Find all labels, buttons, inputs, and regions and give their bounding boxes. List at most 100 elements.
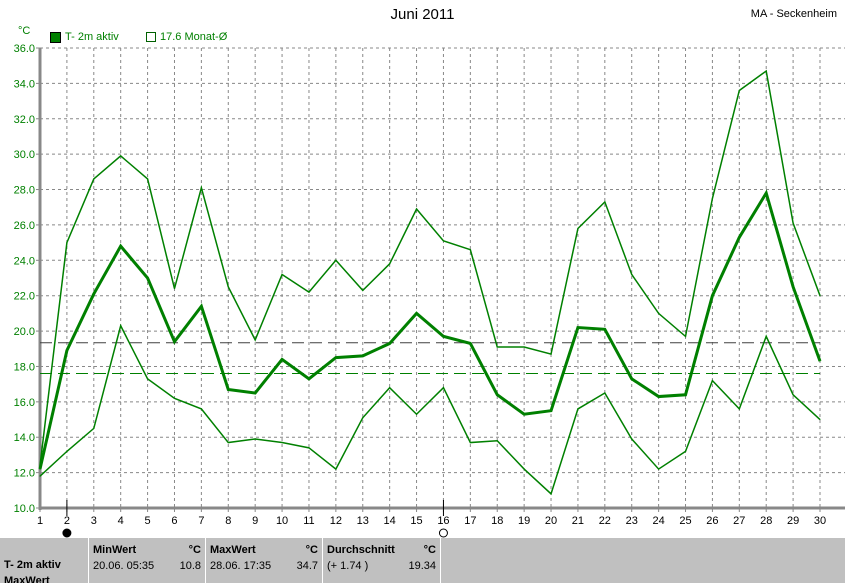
data-point-mean (604, 328, 606, 330)
station-name: MA - Seckenheim (750, 8, 837, 20)
new-moon-icon (62, 528, 72, 538)
avg-header: Durchschnitt (327, 544, 395, 556)
data-point-min (254, 438, 256, 440)
data-point-mean (147, 277, 149, 279)
series-line-mean (38, 189, 822, 470)
y-tick-label: 26.0 (14, 220, 35, 232)
x-tick-label: 9 (252, 515, 258, 527)
x-tick-label: 6 (171, 515, 177, 527)
data-point-max (819, 295, 821, 297)
data-point-mean (711, 295, 713, 297)
data-point-mean (416, 312, 418, 314)
data-point-max (711, 197, 713, 199)
avg-unit: °C (423, 544, 436, 556)
data-point-max (685, 335, 687, 337)
data-point-max (550, 353, 552, 355)
y-tick-label: 22.0 (14, 291, 35, 303)
data-point-max (335, 259, 337, 261)
y-axis-unit: °C (18, 25, 31, 37)
data-point-max (389, 263, 391, 265)
data-point-mean (254, 392, 256, 394)
data-point-min (93, 427, 95, 429)
data-point-min (604, 392, 606, 394)
x-tick-label: 3 (91, 515, 97, 527)
legend-swatch-outline-icon (146, 32, 156, 42)
x-tick-label: 25 (679, 515, 691, 527)
data-point-mean (389, 342, 391, 344)
data-point-max (227, 286, 229, 288)
data-point-min (658, 468, 660, 470)
data-point-min (308, 447, 310, 449)
x-tick-label: 10 (276, 515, 288, 527)
data-point-min (39, 475, 41, 477)
min-value: 10.8 (179, 560, 201, 572)
data-point-mean (227, 388, 229, 390)
avg-diff: (+ 1.74 ) (327, 560, 369, 572)
data-point-mean (173, 341, 175, 343)
data-point-min (227, 442, 229, 444)
data-point-max (496, 346, 498, 348)
y-tick-label: 14.0 (14, 432, 35, 444)
x-tick-label: 4 (118, 515, 124, 527)
legend-swatch-filled-icon (50, 31, 61, 43)
series-line-max (39, 69, 821, 466)
stats-max: MaxWert °C 28.06. 17:35 34.7 (205, 538, 322, 583)
data-point-mean (523, 413, 525, 415)
data-point-min (147, 378, 149, 380)
data-point-mean (308, 378, 310, 380)
data-point-min (281, 442, 283, 444)
max-value: 34.7 (296, 560, 318, 572)
y-tick-label: 32.0 (14, 114, 35, 126)
x-tick-label: 21 (572, 515, 584, 527)
x-tick-label: 17 (464, 515, 476, 527)
data-point-max (416, 208, 418, 210)
stats-empty (440, 538, 845, 583)
x-tick-label: 23 (626, 515, 638, 527)
data-point-mean (685, 394, 687, 396)
data-point-max (658, 312, 660, 314)
data-point-max (120, 155, 122, 157)
data-point-min (711, 380, 713, 382)
x-tick-label: 16 (437, 515, 449, 527)
x-tick-label: 22 (599, 515, 611, 527)
legend-item-temperature: T- 2m aktiv (50, 31, 119, 43)
data-point-mean (550, 410, 552, 412)
x-tick-label: 20 (545, 515, 557, 527)
data-point-min (200, 408, 202, 410)
stats-average: Durchschnitt °C (+ 1.74 ) 19.34 (322, 538, 440, 583)
data-point-max (469, 249, 471, 251)
data-point-max (765, 70, 767, 72)
data-point-min (173, 397, 175, 399)
stats-row-label: T- 2m aktiv MaxWert (0, 538, 88, 583)
data-point-mean (120, 245, 122, 247)
data-point-min (577, 408, 579, 410)
data-point-mean (792, 286, 794, 288)
x-tick-label: 27 (733, 515, 745, 527)
data-point-mean (658, 396, 660, 398)
y-tick-label: 16.0 (14, 397, 35, 409)
data-point-min (496, 440, 498, 442)
series-line-min (39, 323, 821, 496)
max-header: MaxWert (210, 544, 256, 556)
min-header: MinWert (93, 544, 137, 556)
y-tick-label: 24.0 (14, 255, 35, 267)
x-tick-label: 28 (760, 515, 772, 527)
x-tick-label: 15 (410, 515, 422, 527)
x-tick-label: 18 (491, 515, 503, 527)
y-tick-label: 36.0 (14, 43, 35, 55)
legend-label: T- 2m aktiv (65, 31, 119, 43)
x-tick-label: 19 (518, 515, 530, 527)
data-point-max (792, 222, 794, 224)
data-point-max (523, 346, 525, 348)
data-point-min (523, 468, 525, 470)
x-tick-label: 26 (706, 515, 718, 527)
data-point-min (469, 442, 471, 444)
temperature-chart: 10.0 12.0 14.0 16.0 18.0 20.0 22.0 24.0 26.0 28.0… (14, 43, 845, 538)
data-point-min (66, 450, 68, 452)
legend-item-month-average: 17.6 Monat-Ø (146, 31, 227, 43)
y-tick-label: 10.0 (14, 503, 35, 515)
x-tick-label: 14 (384, 515, 396, 527)
min-unit: °C (188, 544, 201, 556)
data-point-mean (66, 350, 68, 352)
x-tick-label: 29 (787, 515, 799, 527)
